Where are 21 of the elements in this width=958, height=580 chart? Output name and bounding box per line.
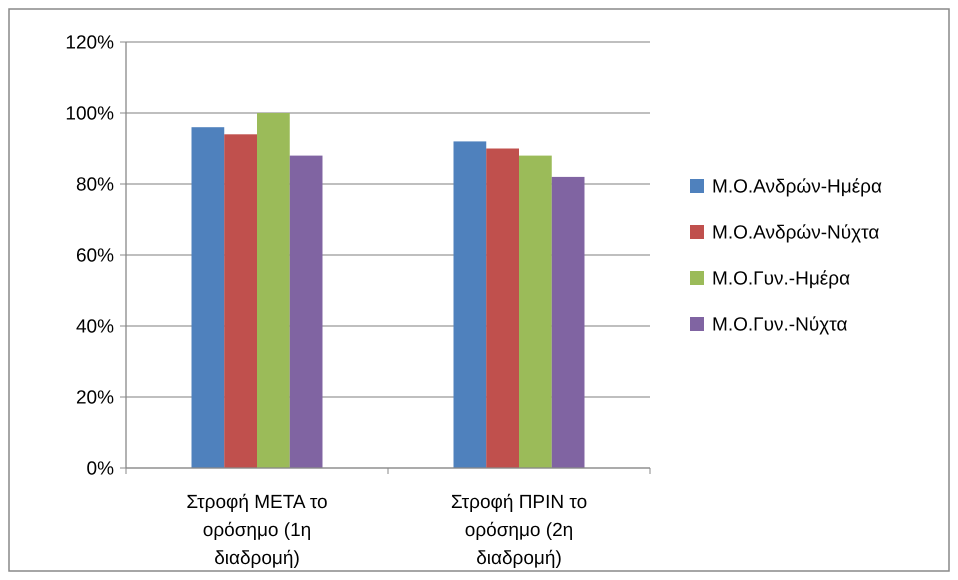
bar — [257, 113, 290, 468]
bar — [519, 156, 552, 468]
y-tick-label: 80% — [76, 174, 114, 196]
x-tick-label: Στροφή ΜΕΤΑ το ορόσημο (1η διαδρομή) — [186, 492, 328, 569]
y-tick-label: 0% — [86, 458, 114, 480]
legend-label: Μ.Ο.Γυν.-Νύχτα — [712, 314, 848, 336]
y-tick-label: 120% — [65, 32, 114, 54]
bar — [454, 141, 486, 468]
bar — [486, 148, 519, 468]
y-tick-label: 60% — [76, 246, 114, 267]
bar — [552, 176, 584, 468]
y-tick-label: 40% — [76, 316, 114, 338]
legend-label: Μ.Ο.Γυν.-Ημέρα — [712, 268, 850, 290]
legend-label: Μ.Ο.Ανδρών-Νύχτα — [712, 222, 880, 244]
y-tick-label: 100% — [65, 104, 114, 125]
bar — [224, 134, 257, 468]
bar — [192, 127, 224, 468]
x-tick-label: Στροφή ΠΡΙΝ το ορόσημο (2η διαδρομή) — [450, 492, 588, 569]
y-tick-label: 20% — [76, 388, 114, 409]
bar — [290, 156, 322, 468]
legend-label: Μ.Ο.Ανδρών-Ημέρα — [712, 176, 882, 198]
